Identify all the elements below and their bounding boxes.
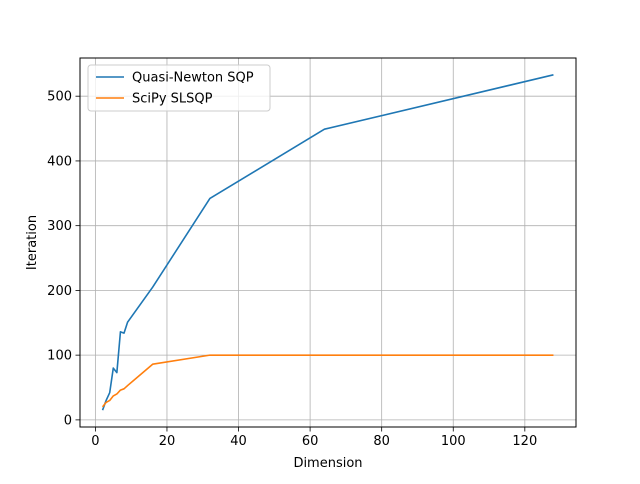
x-tick-label: 60: [302, 434, 319, 449]
y-tick-label: 200: [47, 284, 72, 299]
x-axis-label: Dimension: [293, 456, 362, 471]
y-tick-label: 100: [47, 349, 72, 364]
x-tick-label: 120: [512, 434, 537, 449]
x-tick-label: 80: [373, 434, 390, 449]
y-tick-label: 0: [64, 413, 72, 428]
legend-box: [87, 64, 271, 112]
y-axis-label: Iteration: [25, 215, 40, 270]
y-tick-label: 400: [47, 154, 72, 169]
series-line-0: [101, 74, 554, 411]
x-tick-label: 0: [91, 434, 99, 449]
x-axis-ticks: 0 20 40 60 80 100 120: [91, 427, 537, 449]
grid: [80, 58, 576, 427]
x-tick-label: 20: [159, 434, 176, 449]
series-line-1: [101, 354, 554, 408]
y-tick-label: 500: [47, 90, 72, 105]
y-axis-ticks: 0 100 200 300 400 500: [47, 90, 80, 428]
legend: Quasi-Newton SQP SciPy SLSQP: [87, 64, 271, 112]
y-tick-label: 300: [47, 219, 72, 234]
plot-area-frame: [79, 57, 577, 428]
x-tick-label: 40: [230, 434, 247, 449]
x-tick-label: 100: [441, 434, 466, 449]
legend-label: SciPy SLSQP: [132, 92, 213, 107]
plot-series: [101, 74, 554, 411]
legend-label: Quasi-Newton SQP: [132, 71, 254, 86]
